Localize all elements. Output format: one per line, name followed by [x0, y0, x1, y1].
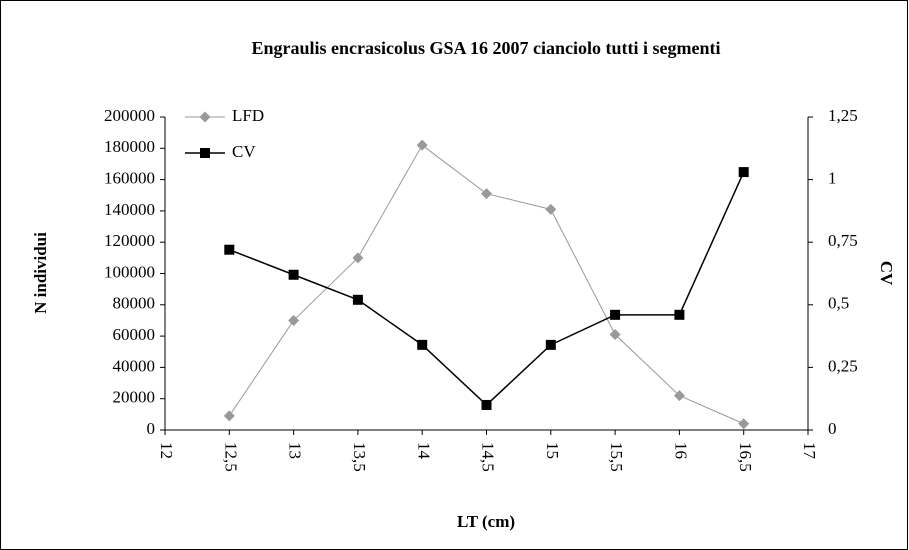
x-tick-label: 14	[414, 442, 433, 460]
y2-tick-label: 0,25	[828, 356, 858, 375]
data-point	[674, 309, 685, 320]
data-point	[610, 309, 621, 320]
data-point	[545, 203, 557, 215]
chart-title: Engraulis encrasicolus GSA 16 2007 cianc…	[251, 38, 720, 58]
y-axis-label: N individui	[31, 232, 50, 314]
legend-marker	[200, 148, 210, 158]
x-tick-label: 15	[543, 442, 562, 459]
data-point	[481, 399, 492, 410]
data-point	[352, 294, 363, 305]
y-tick-label: 60000	[113, 325, 156, 344]
y2-tick-label: 1	[828, 169, 837, 188]
data-point	[545, 339, 556, 350]
y-tick-label: 140000	[104, 200, 155, 219]
y-tick-label: 160000	[104, 169, 155, 188]
y-tick-label: 20000	[113, 388, 156, 407]
y-tick-label: 180000	[104, 137, 155, 156]
data-point	[288, 269, 299, 280]
x-tick-label: 16	[671, 442, 690, 459]
data-point	[224, 244, 235, 255]
data-point	[738, 418, 750, 430]
data-point	[738, 167, 749, 178]
x-tick-label: 13	[286, 442, 305, 459]
x-tick-label: 14,5	[479, 442, 498, 472]
y2-tick-label: 1,25	[828, 106, 858, 125]
x-axis-label: LT (cm)	[457, 512, 515, 531]
legend-label: CV	[232, 142, 256, 161]
x-tick-label: 17	[800, 442, 819, 460]
y-tick-label: 80000	[113, 294, 156, 313]
y2-tick-label: 0,5	[828, 294, 849, 313]
x-tick-label: 13,5	[350, 442, 369, 472]
y-tick-label: 120000	[104, 231, 155, 250]
y-tick-label: 200000	[104, 106, 155, 125]
y-tick-label: 40000	[113, 356, 156, 375]
data-point	[481, 188, 492, 200]
x-tick-label: 12,5	[221, 442, 240, 472]
data-point	[288, 314, 300, 326]
y2-axis-label: CV	[877, 261, 896, 286]
legend-marker	[199, 111, 211, 123]
data-point	[352, 252, 364, 264]
data-point	[417, 339, 428, 350]
x-tick-label: 15,5	[607, 442, 626, 472]
data-point	[223, 410, 235, 422]
y2-tick-label: 0	[828, 419, 837, 438]
x-tick-label: 12	[157, 442, 176, 459]
data-point	[609, 329, 621, 341]
data-point	[673, 390, 685, 402]
data-point	[416, 139, 428, 151]
x-tick-label: 16,5	[736, 442, 755, 472]
y2-tick-label: 0,75	[828, 231, 858, 250]
y-tick-label: 0	[147, 419, 156, 438]
legend-label: LFD	[232, 106, 264, 125]
y-tick-label: 100000	[104, 262, 155, 281]
